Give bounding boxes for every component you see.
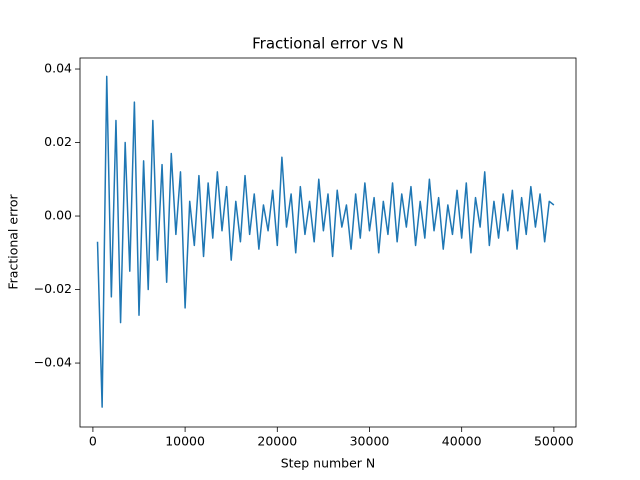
x-tick-label: 40000: [442, 434, 482, 449]
y-tick-label: −0.02: [34, 281, 72, 296]
line: [96, 75, 555, 408]
plot-frame: [79, 57, 577, 428]
x-tick-label: 50000: [534, 434, 574, 449]
y-tick-label: −0.04: [34, 355, 72, 370]
y-axis-label: Fractional error: [6, 194, 21, 290]
y-tick-label: 0.00: [44, 208, 72, 223]
x-tick-label: 20000: [257, 434, 297, 449]
y-tick-label: 0.04: [44, 61, 72, 76]
x-tick-label: 0: [89, 434, 97, 449]
chart-title: Fractional error vs N: [252, 35, 404, 53]
y-tick-label: 0.02: [44, 134, 72, 149]
x-tick-label: 10000: [165, 434, 205, 449]
x-tick-label: 30000: [350, 434, 390, 449]
x-axis-label: Step number N: [281, 456, 376, 471]
